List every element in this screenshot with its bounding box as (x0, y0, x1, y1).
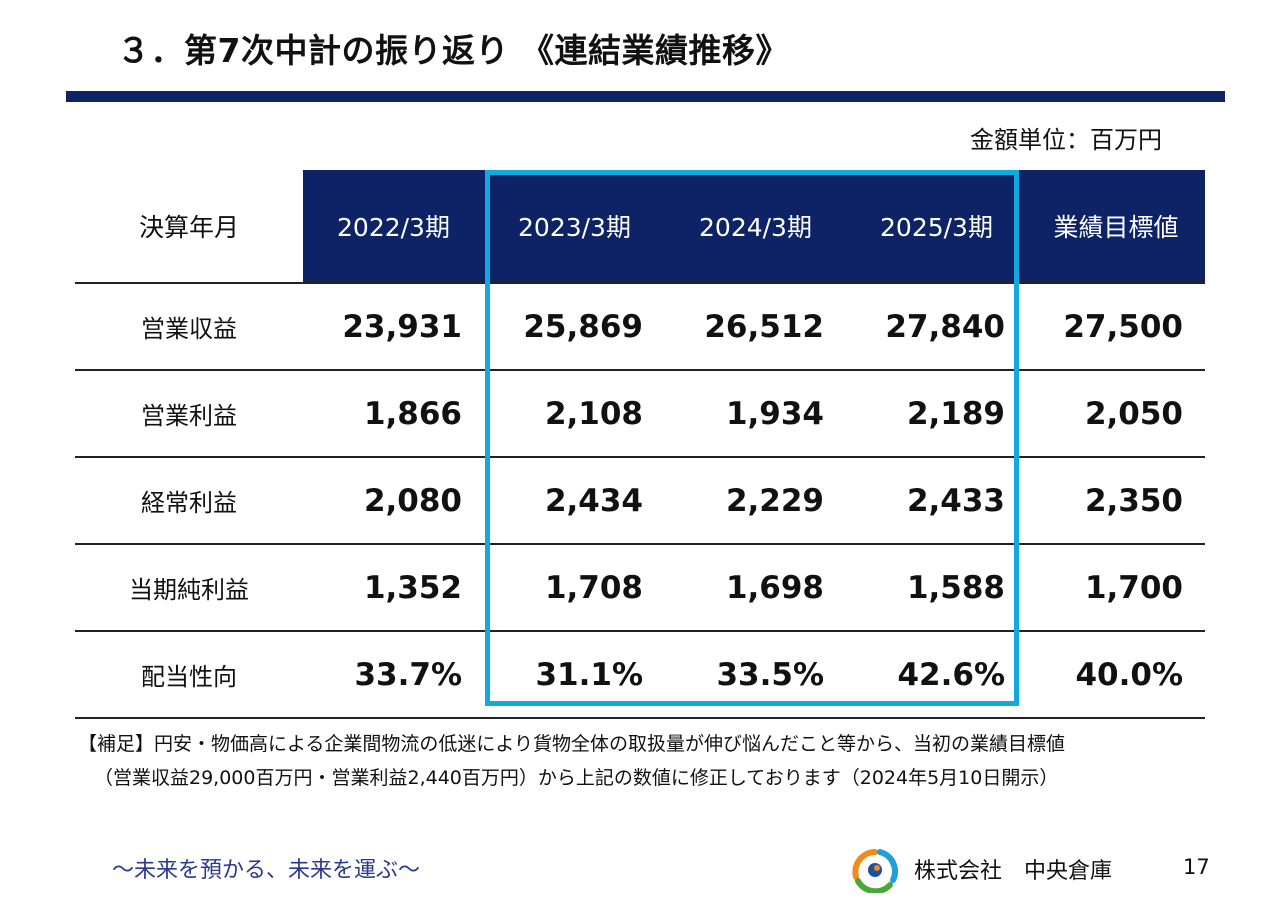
table-cell: 33.5% (665, 630, 846, 719)
table-cell: 1,700 (1027, 543, 1205, 631)
table-cell: 1,866 (303, 369, 484, 457)
table-row: 当期純利益 1,352 1,708 1,698 1,588 1,700 (75, 543, 1205, 631)
table-cell: 2,229 (665, 456, 846, 544)
note-line-2: （営業収益29,000百万円・営業利益2,440百万円）から上記の数値に修正して… (94, 767, 1059, 789)
table-header-row: 決算年月 2022/3期 2023/3期 2024/3期 2025/3期 業績目… (75, 170, 1205, 283)
title-underline (66, 91, 1225, 102)
table-row: 経常利益 2,080 2,434 2,229 2,433 2,350 (75, 456, 1205, 544)
table-cell: 26,512 (665, 282, 846, 370)
column-header: 2024/3期 (665, 170, 846, 283)
table-row: 配当性向 33.7% 31.1% 33.5% 42.6% 40.0% (75, 630, 1205, 719)
row-label: 営業利益 (75, 369, 303, 457)
supplementary-note: 【補足】円安・物価高による企業間物流の低迷により貨物全体の取扱量が伸び悩んだこと… (78, 727, 1065, 795)
table-cell: 2,433 (846, 456, 1027, 544)
table-row: 営業利益 1,866 2,108 1,934 2,189 2,050 (75, 369, 1205, 457)
table-cell: 1,934 (665, 369, 846, 457)
table-cell: 27,840 (846, 282, 1027, 370)
table-cell: 2,434 (484, 456, 665, 544)
table-cell: 31.1% (484, 630, 665, 719)
table-cell: 2,189 (846, 369, 1027, 457)
table-cell: 33.7% (303, 630, 484, 719)
table-cell: 27,500 (1027, 282, 1205, 370)
page-number: 17 (1183, 855, 1210, 879)
table-cell: 2,108 (484, 369, 665, 457)
unit-label: 金額単位：百万円 (970, 126, 1162, 154)
column-header-target: 業績目標値 (1027, 170, 1205, 283)
column-header: 2022/3期 (303, 170, 484, 283)
slide-title: ３．第7次中計の振り返り 《連結業績推移》 (117, 31, 789, 70)
row-label: 配当性向 (75, 630, 303, 719)
row-label: 営業収益 (75, 282, 303, 370)
table-cell: 25,869 (484, 282, 665, 370)
company-logo-icon (852, 849, 898, 893)
row-label: 当期純利益 (75, 543, 303, 631)
column-header: 2023/3期 (484, 170, 665, 283)
row-label: 経常利益 (75, 456, 303, 544)
table-cell: 2,350 (1027, 456, 1205, 544)
column-header-fiscal-period: 決算年月 (75, 170, 303, 283)
table-cell: 23,931 (303, 282, 484, 370)
table-row: 営業収益 23,931 25,869 26,512 27,840 27,500 (75, 282, 1205, 370)
table-cell: 1,352 (303, 543, 484, 631)
table-cell: 2,050 (1027, 369, 1205, 457)
column-header: 2025/3期 (846, 170, 1027, 283)
table-cell: 1,588 (846, 543, 1027, 631)
company-name: 株式会社 中央倉庫 (914, 859, 1113, 884)
table-cell: 1,708 (484, 543, 665, 631)
note-line-1: 【補足】円安・物価高による企業間物流の低迷により貨物全体の取扱量が伸び悩んだこと… (78, 733, 1066, 755)
footer-tagline: ～未来を預かる、未来を運ぶ～ (112, 858, 421, 883)
results-table: 決算年月 2022/3期 2023/3期 2024/3期 2025/3期 業績目… (75, 170, 1205, 719)
table-cell: 40.0% (1027, 630, 1205, 719)
table-cell: 2,080 (303, 456, 484, 544)
table-cell: 42.6% (846, 630, 1027, 719)
table-cell: 1,698 (665, 543, 846, 631)
